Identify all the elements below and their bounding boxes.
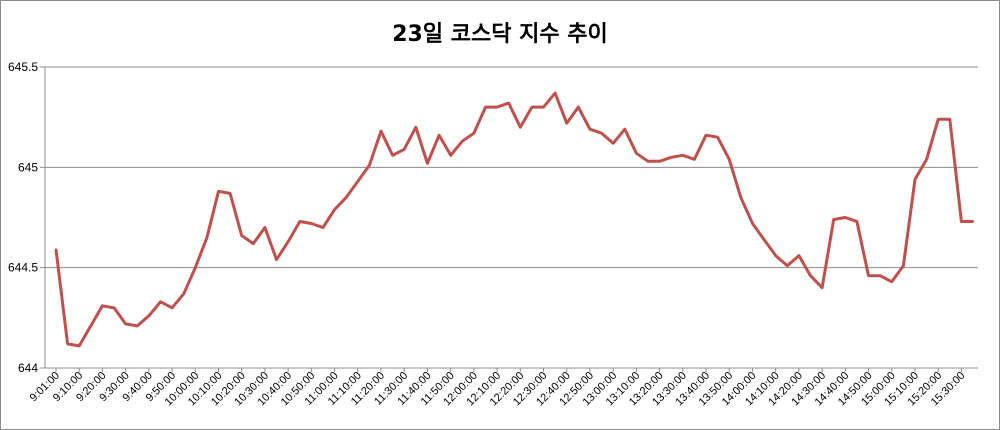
data-point [112, 306, 116, 309]
data-point [217, 190, 220, 193]
data-point [403, 148, 406, 151]
data-point [391, 154, 394, 157]
data-point [809, 274, 812, 277]
data-point [960, 220, 963, 223]
data-point [925, 158, 928, 161]
data-point [542, 105, 545, 109]
data-point [182, 292, 185, 295]
data-point [565, 121, 568, 125]
data-point [670, 156, 673, 159]
data-point [484, 105, 487, 109]
data-point [379, 130, 383, 133]
data-point [797, 254, 801, 257]
data-point [298, 220, 301, 223]
data-point [519, 126, 522, 129]
data-point [147, 314, 151, 318]
data-point [530, 105, 534, 109]
data-point [414, 126, 418, 129]
data-point [205, 236, 209, 239]
data-point [600, 132, 603, 135]
data-point [101, 304, 104, 307]
data-point [867, 274, 870, 277]
data-point [66, 342, 69, 346]
data-point [310, 222, 313, 225]
data-point [878, 274, 882, 277]
data-point [774, 254, 777, 257]
data-point [252, 242, 255, 245]
data-point [54, 248, 58, 251]
data-point [623, 128, 626, 131]
data-point [693, 158, 696, 161]
y-tick-label: 644 [18, 361, 38, 375]
data-point [461, 140, 464, 143]
data-point [472, 132, 476, 135]
data-point [89, 324, 93, 328]
data-point [159, 300, 162, 303]
y-axis: 644 644.5 645 645.5 [8, 60, 45, 375]
data-point [762, 238, 766, 241]
data-point [658, 160, 661, 163]
data-point [716, 136, 719, 139]
data-point [507, 101, 510, 105]
data-point [936, 117, 940, 121]
data-point [553, 91, 557, 95]
data-point [971, 220, 975, 223]
data-point [890, 280, 893, 283]
data-point [786, 264, 789, 267]
data-point [577, 105, 580, 109]
data-point [228, 192, 232, 195]
data-point [368, 164, 371, 167]
data-point [588, 128, 592, 131]
data-point [728, 158, 731, 161]
data-point [844, 216, 847, 219]
data-point [832, 218, 835, 221]
data-point [913, 178, 917, 181]
data-point [611, 142, 615, 145]
data-point [751, 222, 754, 225]
data-point [194, 266, 197, 269]
data-point [681, 154, 685, 157]
data-point [286, 240, 290, 243]
y-tick-label: 645.5 [8, 60, 38, 74]
series [54, 91, 975, 348]
data-point [902, 264, 905, 267]
data-point [820, 286, 824, 289]
data-point [124, 322, 127, 326]
data-point [78, 344, 81, 348]
data-point [449, 154, 452, 157]
data-point [321, 226, 325, 229]
data-point [495, 105, 499, 109]
data-point [356, 180, 359, 183]
data-point [426, 162, 429, 165]
y-tick-label: 644.5 [8, 261, 38, 275]
data-point [704, 134, 708, 137]
data-point [344, 196, 348, 199]
data-point [646, 160, 650, 163]
data-point [170, 306, 174, 309]
data-point [333, 208, 336, 211]
data-point [275, 258, 278, 261]
data-point [855, 220, 859, 223]
data-point [635, 152, 638, 155]
data-point [240, 234, 243, 237]
data-point [263, 226, 267, 229]
y-tick-label: 645 [18, 160, 38, 174]
data-point [437, 134, 441, 137]
series-line [54, 91, 973, 348]
chart-title: 23일 코스닥 지수 추이 [392, 22, 608, 47]
data-point [739, 196, 743, 199]
data-point [948, 117, 951, 121]
data-point [136, 324, 139, 328]
grid [44, 66, 978, 369]
x-axis: 9:01:009:10:009:20:009:30:009:40:009:50:… [28, 368, 968, 408]
